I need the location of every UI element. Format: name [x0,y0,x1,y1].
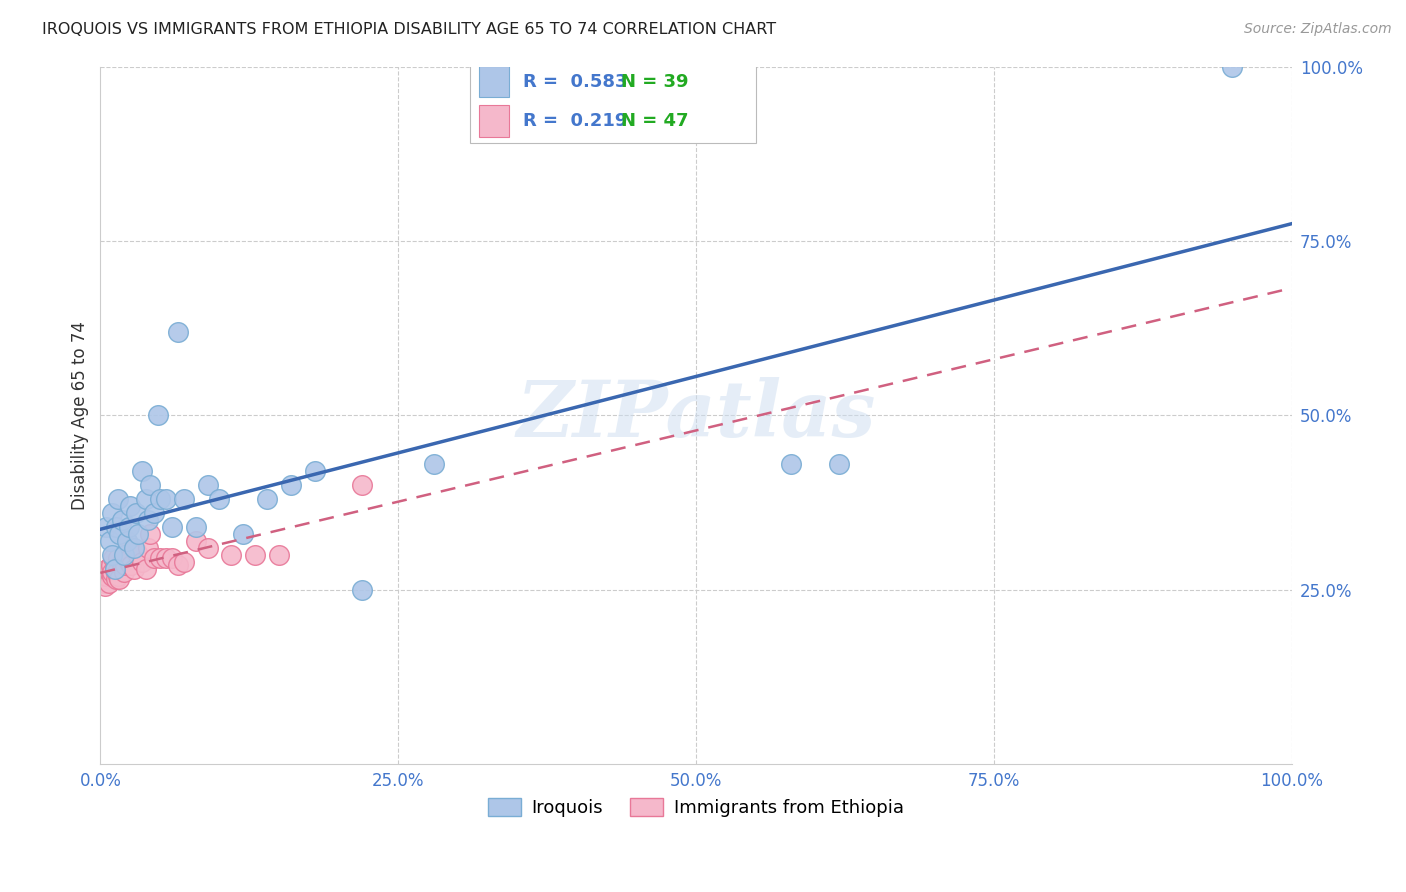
Point [104,520,127,534]
Point [142,551,165,566]
Point [118,520,141,534]
Point [155,551,177,566]
Point [97,575,120,590]
Point [142,506,165,520]
Point [120,499,142,513]
Point [160,520,183,534]
Point [111,513,134,527]
Point [122,561,145,575]
Point [112,565,135,579]
Point [111,555,134,569]
Text: R =  0.219: R = 0.219 [523,112,627,130]
Point [135,561,157,575]
Point [149,551,172,566]
Point [101,565,124,579]
Point [780,457,803,471]
Point [173,555,195,569]
Point [166,325,188,339]
Legend: Iroquois, Immigrants from Ethiopia: Iroquois, Immigrants from Ethiopia [481,790,911,824]
Point [94,579,117,593]
Point [96,565,118,579]
Point [423,457,446,471]
Point [245,548,267,562]
Point [160,551,183,566]
Point [112,548,135,562]
Point [101,568,124,582]
Point [352,582,374,597]
Point [135,491,157,506]
Point [101,506,124,520]
Point [197,478,219,492]
Point [115,533,138,548]
Point [93,575,115,590]
Point [111,558,134,573]
Point [104,563,127,577]
Point [107,568,129,582]
Point [136,541,159,555]
Point [98,565,121,579]
Point [107,551,129,566]
Point [184,520,207,534]
Point [118,555,141,569]
Point [131,555,153,569]
Text: IROQUOIS VS IMMIGRANTS FROM ETHIOPIA DISABILITY AGE 65 TO 74 CORRELATION CHART: IROQUOIS VS IMMIGRANTS FROM ETHIOPIA DIS… [42,22,776,37]
Point [103,551,125,566]
Point [166,558,188,573]
Point [115,533,138,548]
Point [136,513,159,527]
Point [304,464,326,478]
Point [232,526,254,541]
Y-axis label: Disability Age 65 to 74: Disability Age 65 to 74 [72,321,89,509]
Point [125,544,148,558]
Point [127,548,149,562]
Point [120,551,142,566]
Point [100,558,122,573]
Point [107,491,129,506]
Point [120,558,142,573]
Point [127,526,149,541]
Text: Source: ZipAtlas.com: Source: ZipAtlas.com [1244,22,1392,37]
Point [96,568,118,582]
Point [114,558,136,573]
Point [122,541,145,555]
Point [104,561,127,575]
FancyBboxPatch shape [479,66,509,97]
Point [184,533,207,548]
Point [197,541,219,555]
Text: ZIPatlas: ZIPatlas [516,377,876,453]
Point [125,506,148,520]
Point [104,561,127,575]
Point [155,491,177,506]
Point [108,526,131,541]
Point [149,491,172,506]
Point [146,408,169,422]
Point [139,526,162,541]
Point [101,548,124,562]
Point [173,491,195,506]
Point [91,572,114,586]
Point [105,565,128,579]
Point [1220,60,1243,74]
Point [139,478,162,492]
Point [96,561,118,575]
Point [828,457,851,471]
Point [98,561,121,575]
Text: N = 47: N = 47 [621,112,689,130]
Point [108,572,131,586]
Point [221,548,243,562]
FancyBboxPatch shape [479,105,509,136]
Point [352,478,374,492]
Point [104,572,127,586]
Point [131,464,153,478]
Text: N = 39: N = 39 [621,72,689,91]
Point [267,548,290,562]
Point [280,478,302,492]
Point [256,491,278,506]
Point [96,520,118,534]
Point [98,533,121,548]
Text: R =  0.583: R = 0.583 [523,72,627,91]
FancyBboxPatch shape [470,60,755,144]
Point [208,491,231,506]
